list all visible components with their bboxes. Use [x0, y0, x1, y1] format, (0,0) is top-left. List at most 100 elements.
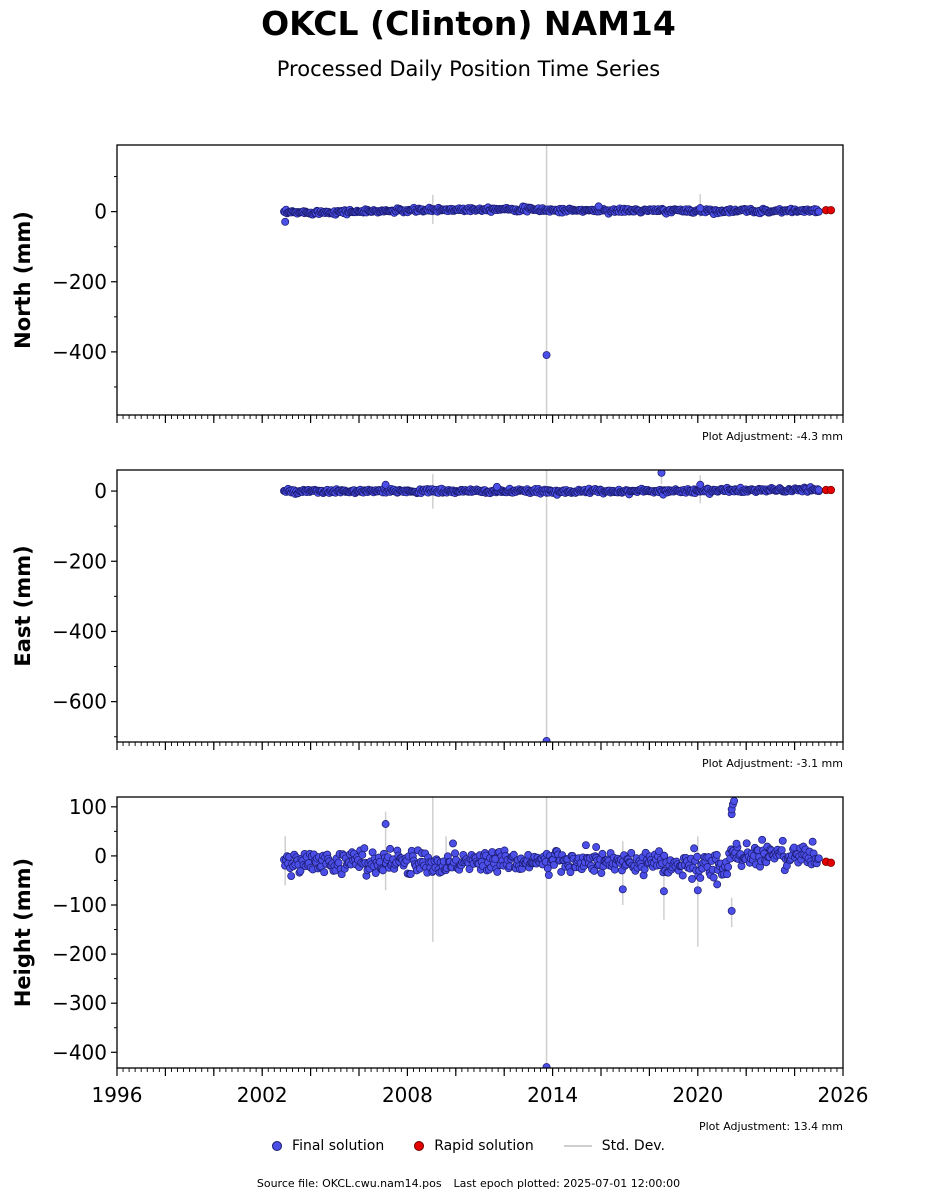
y-tick-label: 0	[94, 844, 107, 868]
std-dev-line-icon	[563, 1145, 592, 1147]
page-subtitle: Processed Daily Position Time Series	[276, 57, 661, 81]
final-solution-point	[557, 868, 566, 876]
final-solution-point	[724, 863, 733, 871]
plot-frame-0	[116, 144, 844, 416]
plot-frame-1	[116, 469, 844, 743]
plot-adjustment-note: Plot Adjustment: -3.1 mm	[702, 757, 843, 770]
footer-note: Source file: OKCL.cwu.nam14.pos Last epoc…	[0, 1177, 937, 1190]
final-solution-point	[542, 736, 551, 742]
final-solution-point	[492, 482, 501, 491]
legend: Final solution Rapid solution Std. Dev.	[0, 1138, 937, 1154]
final-solution-point	[713, 880, 722, 889]
final-solution-point	[381, 820, 390, 828]
x-tick-label: 2008	[382, 1083, 433, 1107]
y-tick-label: 100	[69, 795, 107, 819]
final-solution-point	[696, 204, 705, 213]
y-tick-label: −300	[52, 991, 107, 1015]
final-solution-point	[660, 851, 669, 860]
rapid-solution-point	[826, 858, 836, 867]
legend-item-final: Final solution	[272, 1138, 384, 1154]
final-solution-point	[590, 866, 599, 875]
x-tick-label: 2014	[527, 1083, 578, 1107]
plot-area-2	[280, 797, 836, 1068]
legend-label-rapid: Rapid solution	[434, 1138, 534, 1154]
y-tick-label: −400	[52, 1040, 107, 1064]
legend-item-rapid: Rapid solution	[414, 1138, 534, 1154]
final-solution-point	[449, 839, 457, 848]
final-solution-point	[709, 873, 718, 882]
y-axis-label: Height (mm)	[11, 858, 35, 1007]
final-solution-point	[592, 843, 601, 852]
last-epoch: Last epoch plotted: 2025-07-01 12:00:00	[453, 1177, 681, 1190]
final-solution-point	[371, 869, 380, 877]
x-tick-label: 1996	[92, 1083, 143, 1107]
final-solution-point	[659, 887, 668, 896]
final-solution-point	[598, 849, 607, 858]
y-tick-label: −200	[52, 270, 107, 294]
final-solution-point	[320, 868, 329, 877]
final-solution-point	[727, 906, 736, 915]
final-solution-point	[778, 836, 787, 845]
final-solution-point	[655, 847, 664, 856]
y-tick-label: −100	[52, 893, 107, 917]
final-solution-point	[451, 849, 459, 858]
plot-adjustment-note: Plot Adjustment: -4.3 mm	[702, 430, 843, 443]
y-tick-label: 0	[94, 200, 107, 224]
final-solution-point	[696, 480, 705, 489]
x-tick-label: 2026	[818, 1083, 869, 1107]
y-axis-label: East (mm)	[11, 545, 35, 666]
final-solution-point	[594, 202, 603, 211]
final-solution-point	[281, 217, 290, 226]
y-tick-label: −200	[52, 549, 107, 573]
final-solution-point	[678, 871, 687, 880]
final-solution-point	[693, 852, 702, 861]
y-tick-label: −400	[52, 340, 107, 364]
final-solution-point	[597, 869, 606, 877]
final-solution-point	[542, 1063, 551, 1068]
final-solution-point	[542, 351, 551, 359]
final-solution-point	[550, 860, 558, 869]
y-tick-label: 0	[94, 479, 107, 503]
final-solution-point	[627, 849, 636, 857]
y-tick-label: −600	[52, 690, 107, 714]
final-solution-point	[509, 850, 518, 859]
y-tick-label: −200	[52, 942, 107, 966]
final-solution-point	[581, 841, 590, 850]
final-solution-point	[287, 872, 296, 880]
final-solution-point	[334, 858, 343, 867]
final-solution-point	[730, 797, 739, 805]
y-axis-label: North (mm)	[11, 211, 35, 349]
legend-item-std: Std. Dev.	[563, 1138, 665, 1154]
final-solution-point	[742, 839, 751, 848]
final-solution-point	[406, 869, 415, 878]
plot-adjustment-note: Plot Adjustment: 13.4 mm	[699, 1120, 843, 1133]
final-solution-point	[814, 486, 823, 494]
rapid-solution-point	[826, 206, 836, 215]
legend-label-std: Std. Dev.	[601, 1138, 665, 1154]
final-solution-point	[566, 868, 575, 877]
rapid-solution-point	[826, 485, 836, 495]
final-solution-point	[381, 480, 390, 489]
final-solution-point	[808, 837, 817, 846]
x-tick-label: 2020	[672, 1083, 723, 1107]
legend-label-final: Final solution	[292, 1138, 385, 1154]
plot-area-0	[280, 145, 836, 415]
final-solution-point	[360, 844, 369, 853]
y-tick-label: −400	[52, 619, 107, 643]
final-solution-point	[690, 844, 699, 853]
plot-frame-2	[116, 796, 844, 1069]
final-solution-point	[544, 871, 553, 880]
final-solution-point	[696, 873, 705, 882]
final-solution-point	[693, 886, 702, 895]
plot-area-1	[280, 470, 836, 742]
rapid-solution-marker-icon	[414, 1141, 425, 1151]
source-file: Source file: OKCL.cwu.nam14.pos	[256, 1177, 442, 1190]
x-tick-label: 2002	[237, 1083, 288, 1107]
final-solution-point	[814, 854, 823, 863]
final-solution-point	[493, 867, 502, 876]
final-solution-point	[777, 846, 786, 855]
final-solution-point	[618, 885, 627, 894]
final-solution-point	[358, 850, 367, 859]
final-solution-point	[758, 835, 767, 844]
